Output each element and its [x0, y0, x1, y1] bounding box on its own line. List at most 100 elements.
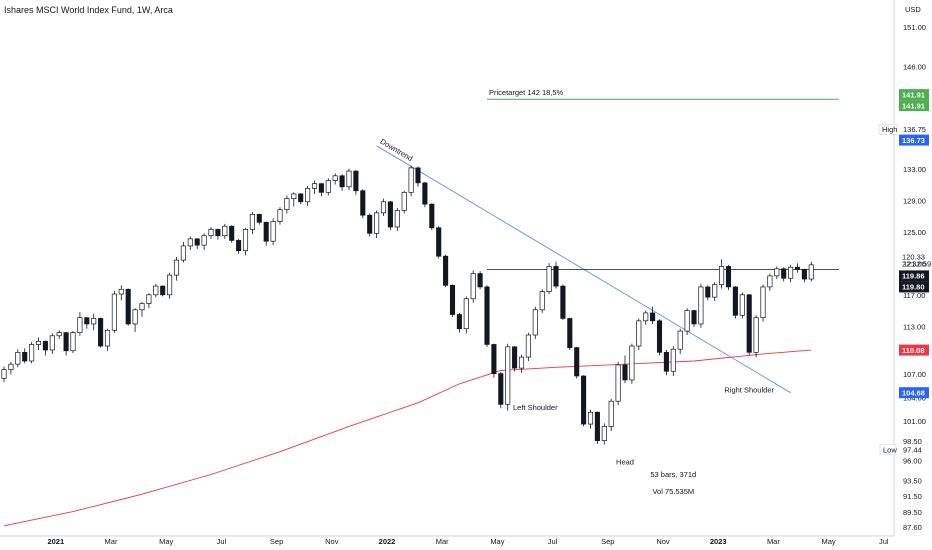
high-value: 136.75: [903, 125, 926, 134]
candle-body: [801, 269, 807, 280]
candle-body: [194, 238, 200, 246]
candle-body: [298, 193, 304, 203]
target-badge-bottom: 141.91: [902, 101, 925, 110]
candle-body: [498, 373, 504, 405]
candle-body: [367, 214, 373, 234]
time-tick-label: Mar: [105, 537, 118, 546]
candle-body: [808, 264, 814, 280]
candle-body: [698, 286, 704, 325]
candle-body: [84, 317, 90, 325]
candle-body: [484, 286, 490, 345]
price-tick-label: 91.50: [903, 492, 922, 501]
price-tick-label: 98.50: [903, 437, 922, 446]
candle-body: [167, 274, 173, 296]
time-tick-label: Sep: [601, 537, 614, 546]
time-tick-label: Nov: [656, 537, 670, 546]
candle-body: [525, 334, 531, 358]
right-shoulder-label: Right Shoulder: [724, 386, 774, 395]
time-axis[interactable]: 2021 Mar May Jul Sep Nov 2022 Mar May Jul Sep Nov 20…: [47, 537, 888, 546]
low-label-bg: [879, 444, 897, 456]
candle-body: [608, 400, 614, 427]
candle-body: [781, 268, 787, 279]
candle-body: [146, 294, 152, 304]
candle-body: [401, 191, 407, 211]
candle-body: [643, 312, 649, 322]
price-tick-label: 117.00: [903, 291, 925, 300]
price-tick-label: 96.00: [903, 457, 922, 466]
time-tick-label: Mar: [767, 537, 780, 546]
candle-body: [15, 351, 21, 365]
candle-body: [615, 364, 621, 402]
candle-body: [222, 225, 228, 237]
candle-body: [173, 259, 180, 276]
price-tick-label: 121.00: [903, 260, 926, 269]
price-badge-a: 119.86: [902, 272, 925, 281]
candle-body: [491, 344, 497, 374]
candle-body: [118, 288, 124, 295]
candle-body: [753, 317, 759, 353]
target-badge-top-bg: [899, 89, 929, 101]
candle-body: [208, 229, 214, 237]
candle-body: [725, 266, 732, 288]
price-tick-label: 151.00: [903, 23, 926, 32]
candle-body: [201, 235, 207, 246]
sma-line-layer: [3, 349, 812, 527]
head-label: Head: [616, 457, 634, 466]
candle-body: [249, 214, 255, 230]
candle-body: [532, 309, 538, 336]
candle-body: [160, 285, 166, 296]
sma-line: [3, 349, 812, 527]
bar-countdown: 22:32:59: [902, 260, 931, 269]
left-shoulder-label: Left Shoulder: [513, 403, 558, 412]
candle-body: [636, 320, 642, 347]
time-tick-label: Jul: [548, 537, 558, 546]
candle-body: [91, 318, 97, 325]
candle-body: [684, 310, 690, 332]
time-tick-label: May: [159, 537, 173, 546]
time-tick-label: Nov: [325, 537, 339, 546]
candle-body: [429, 203, 435, 229]
sma-badge-bg: [899, 344, 929, 356]
candle-body: [242, 229, 249, 252]
candle-body: [719, 266, 725, 285]
price-badge-b-bg: [899, 281, 929, 293]
candle-body: [567, 318, 573, 348]
candle-body: [29, 344, 35, 362]
price-tick-label: 125.00: [903, 228, 926, 237]
candle-body: [132, 309, 138, 325]
candle-body: [436, 227, 442, 257]
candle-body: [663, 351, 669, 372]
high-badge-bg: [899, 134, 929, 146]
candle-body: [353, 170, 359, 192]
candle-body: [553, 266, 559, 287]
time-tick-label: 2023: [710, 537, 727, 546]
candle-body: [374, 212, 380, 234]
close-value: 120.33: [902, 252, 925, 261]
time-tick-label: 2021: [47, 537, 64, 546]
candle-body: [291, 193, 297, 199]
price-tick-label: 146.00: [903, 63, 926, 72]
price-tick-label: 133.00: [903, 165, 926, 174]
candle-body: [8, 363, 14, 371]
currency-label: USD: [905, 5, 921, 14]
candle-body: [594, 411, 600, 441]
candle-body: [139, 303, 145, 311]
candle-body: [477, 273, 483, 288]
candle-body: [443, 255, 449, 286]
candle-body: [229, 225, 235, 241]
candle-body: [277, 209, 283, 222]
candle-body: [601, 426, 607, 441]
candle-body: [256, 214, 262, 223]
candle-body: [111, 293, 117, 331]
candle-body: [77, 317, 83, 333]
trend-badge: 104.68: [902, 388, 925, 397]
time-tick-label: Jul: [879, 537, 889, 546]
low-label: Low: [883, 445, 897, 454]
price-tick-label: 107.00: [903, 370, 926, 379]
trend-badge-bg: [899, 387, 929, 399]
drawing-layer: [376, 98, 839, 394]
price-badge-b: 119.80: [902, 283, 925, 292]
time-tick-label: 2022: [379, 537, 396, 546]
candle-body: [470, 273, 476, 300]
